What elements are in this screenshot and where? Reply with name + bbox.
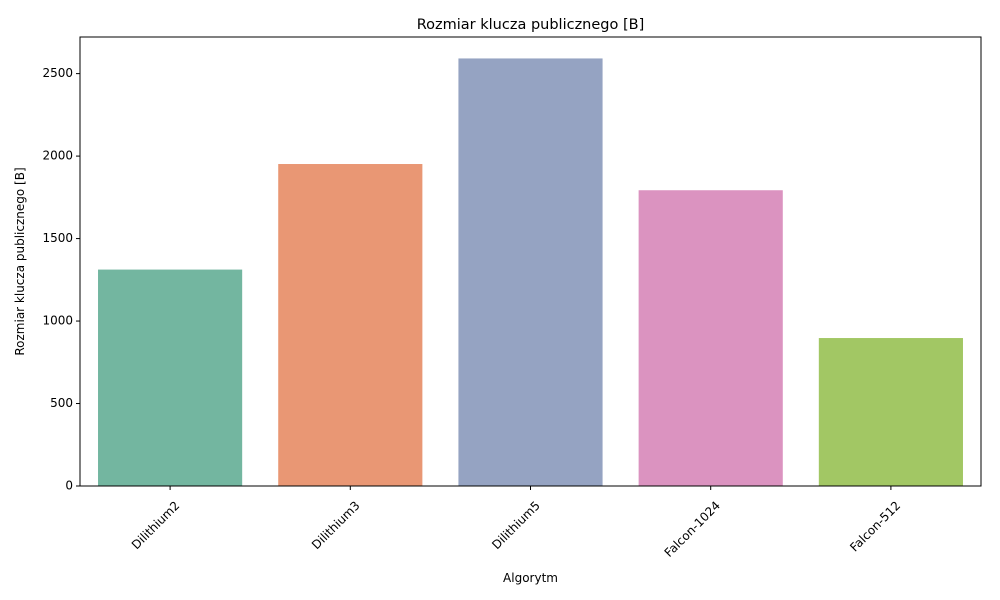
bar-dilithium3 [278,164,423,486]
x-tick-label: Dilithium3 [309,498,363,552]
bar-dilithium2 [98,269,243,486]
x-tick-label: Dilithium2 [129,498,183,552]
y-tick-label: 1500 [42,231,73,245]
plot-frame [79,36,982,487]
chart-title: Rozmiar klucza publicznego [B] [417,17,645,33]
y-tick-label: 500 [50,396,73,410]
bars-layer [98,58,963,487]
x-tick-label: Falcon-512 [847,498,903,554]
x-tick-label: Falcon-1024 [662,498,723,559]
bar-falcon-512 [818,338,963,486]
bar-falcon-1024 [638,190,783,486]
x-axis-label: Algorytm [503,571,558,585]
y-tick-label: 2000 [42,149,73,163]
y-axis-label: Rozmiar klucza publicznego [B] [13,167,27,355]
y-tick-label: 2500 [42,66,73,80]
y-tick-label: 1000 [42,314,73,328]
y-tick-label: 0 [65,479,73,493]
bar-dilithium5 [458,58,603,487]
x-tick-label: Dilithium5 [489,498,543,552]
x-axis-ticks: Dilithium2 Dilithium3 Dilithium5 Falcon-102… [129,486,903,560]
y-axis-ticks: 0 500 1000 1500 2000 2500 [42,66,80,493]
